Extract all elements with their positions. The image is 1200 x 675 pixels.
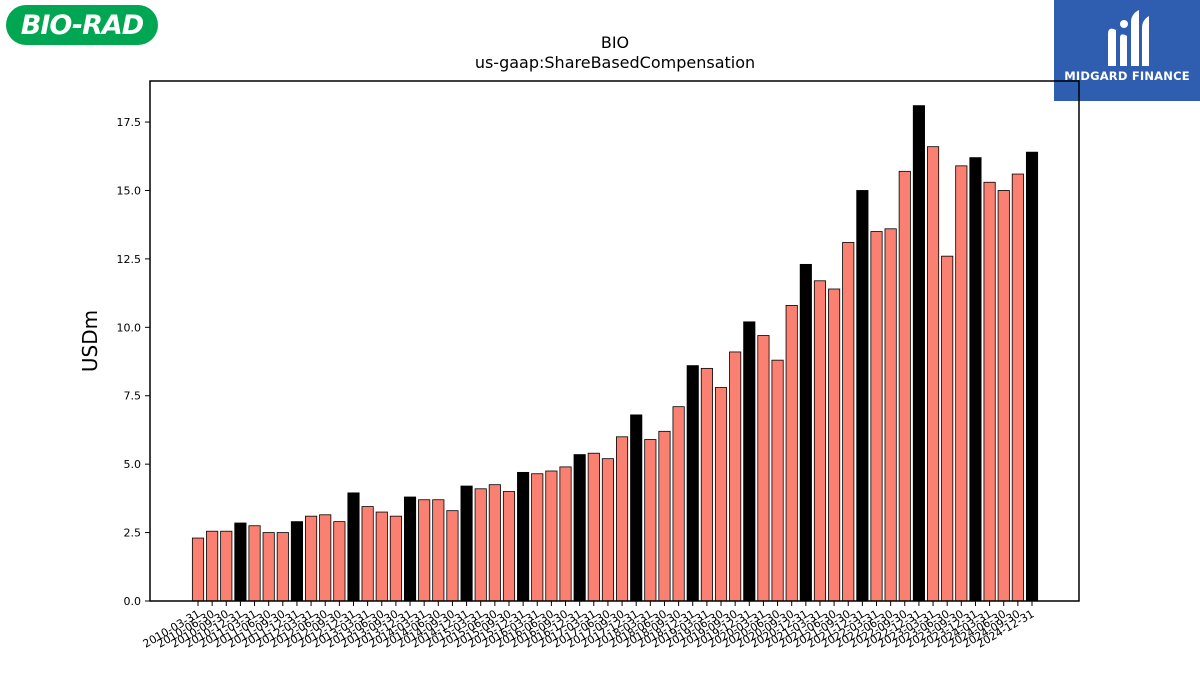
- bar-2020-03-31: [757, 335, 770, 602]
- bar-2016-09-30: [559, 466, 572, 602]
- bar-2012-03-31: [305, 515, 318, 602]
- bar-2017-12-31: [630, 414, 643, 602]
- bar-2011-06-30: [262, 532, 275, 602]
- y-axis-ticks: 0.0 2.5 5.0 7.5 10.0 12.5 15.0 17.5: [117, 116, 150, 608]
- bar-2020-09-30: [785, 305, 798, 602]
- midgard-mark-icon: [1108, 10, 1149, 67]
- y-tick-label: 17.5: [117, 116, 142, 129]
- bar-2011-09-30: [276, 532, 289, 602]
- bar-2015-12-31: [517, 471, 530, 602]
- bar-2023-03-31: [927, 146, 940, 602]
- bar-2021-09-30: [842, 242, 855, 602]
- bar-2015-09-30: [502, 491, 516, 602]
- y-tick-label: 10.0: [117, 321, 142, 334]
- bar-2024-12-31: [1025, 151, 1039, 602]
- bar-2014-12-31: [460, 485, 473, 602]
- bar-2021-12-31: [856, 190, 869, 602]
- bar-2010-03-31: [191, 537, 205, 602]
- bar-2015-03-31: [474, 488, 487, 602]
- midgard-finance-logo: MIDGARD FINANCE: [1054, 0, 1200, 101]
- bar-2022-03-31: [870, 231, 883, 602]
- y-axis-label: USDm: [78, 310, 102, 372]
- y-tick-label: 0.0: [124, 595, 142, 608]
- bar-2016-03-31: [531, 473, 544, 602]
- bio-rad-logo: BIO-RAD: [6, 5, 158, 45]
- bar-2013-06-30: [375, 511, 388, 602]
- midgard-finance-logo-text: MIDGARD FINANCE: [1064, 69, 1190, 83]
- bar-2020-06-30: [771, 359, 784, 602]
- bar-2017-09-30: [616, 436, 629, 602]
- bar-2014-03-31: [418, 499, 431, 602]
- bar-2011-03-31: [248, 525, 261, 602]
- y-tick-label: 15.0: [117, 184, 142, 197]
- chart-title: BIO: [601, 33, 629, 52]
- bar-2016-06-30: [545, 470, 558, 602]
- bar-2010-12-31: [234, 522, 247, 602]
- bar-2017-06-30: [601, 458, 614, 602]
- bar-2016-12-31: [573, 454, 586, 602]
- y-tick-label: 7.5: [124, 390, 142, 403]
- bar-2019-09-30: [729, 351, 742, 602]
- bar-2018-03-31: [644, 439, 657, 602]
- bar-2013-09-30: [389, 515, 402, 602]
- bar-2022-06-30: [884, 228, 897, 602]
- bar-2021-03-31: [813, 280, 827, 602]
- bar-2021-06-30: [828, 288, 841, 602]
- bar-2024-03-31: [983, 181, 996, 602]
- y-tick-label: 5.0: [124, 458, 142, 471]
- bar-2010-06-30: [206, 530, 219, 602]
- bar-2019-06-30: [714, 387, 728, 602]
- bar-2024-09-30: [1011, 173, 1024, 602]
- bar-2013-03-31: [361, 506, 374, 602]
- bar-2010-09-30: [220, 530, 233, 602]
- bar-2014-06-30: [432, 499, 445, 602]
- bars-layer: [191, 105, 1039, 602]
- bar-2015-06-30: [488, 484, 501, 602]
- bar-2023-12-31: [969, 157, 982, 602]
- bar-2018-09-30: [672, 406, 685, 602]
- bar-2018-12-31: [686, 365, 699, 602]
- bar-2022-12-31: [912, 105, 925, 602]
- x-axis-ticks: 2010-03-312010-06-302010-09-302010-12-31…: [141, 601, 1037, 651]
- bio-rad-logo-text: BIO-RAD: [20, 9, 144, 41]
- bar-2012-06-30: [319, 514, 332, 602]
- y-tick-label: 2.5: [124, 527, 142, 540]
- bar-2011-12-31: [290, 521, 304, 602]
- bar-2012-12-31: [347, 492, 360, 602]
- y-tick-label: 12.5: [117, 253, 142, 266]
- bar-2023-09-30: [955, 165, 968, 602]
- bar-2014-09-30: [446, 510, 459, 602]
- bar-2013-12-31: [403, 496, 417, 602]
- chart-subtitle: us-gaap:ShareBasedCompensation: [475, 53, 755, 72]
- bar-2019-03-31: [700, 367, 713, 602]
- bar-2019-12-31: [743, 321, 756, 602]
- bar-2017-03-31: [587, 452, 600, 602]
- plot-frame: [149, 80, 1080, 602]
- bar-2022-09-30: [898, 170, 911, 602]
- bar-2012-09-30: [333, 521, 346, 602]
- bar-2020-12-31: [799, 263, 812, 602]
- bar-2024-06-30: [997, 190, 1010, 602]
- bar-2023-06-30: [941, 255, 954, 602]
- bar-2018-06-30: [658, 430, 671, 602]
